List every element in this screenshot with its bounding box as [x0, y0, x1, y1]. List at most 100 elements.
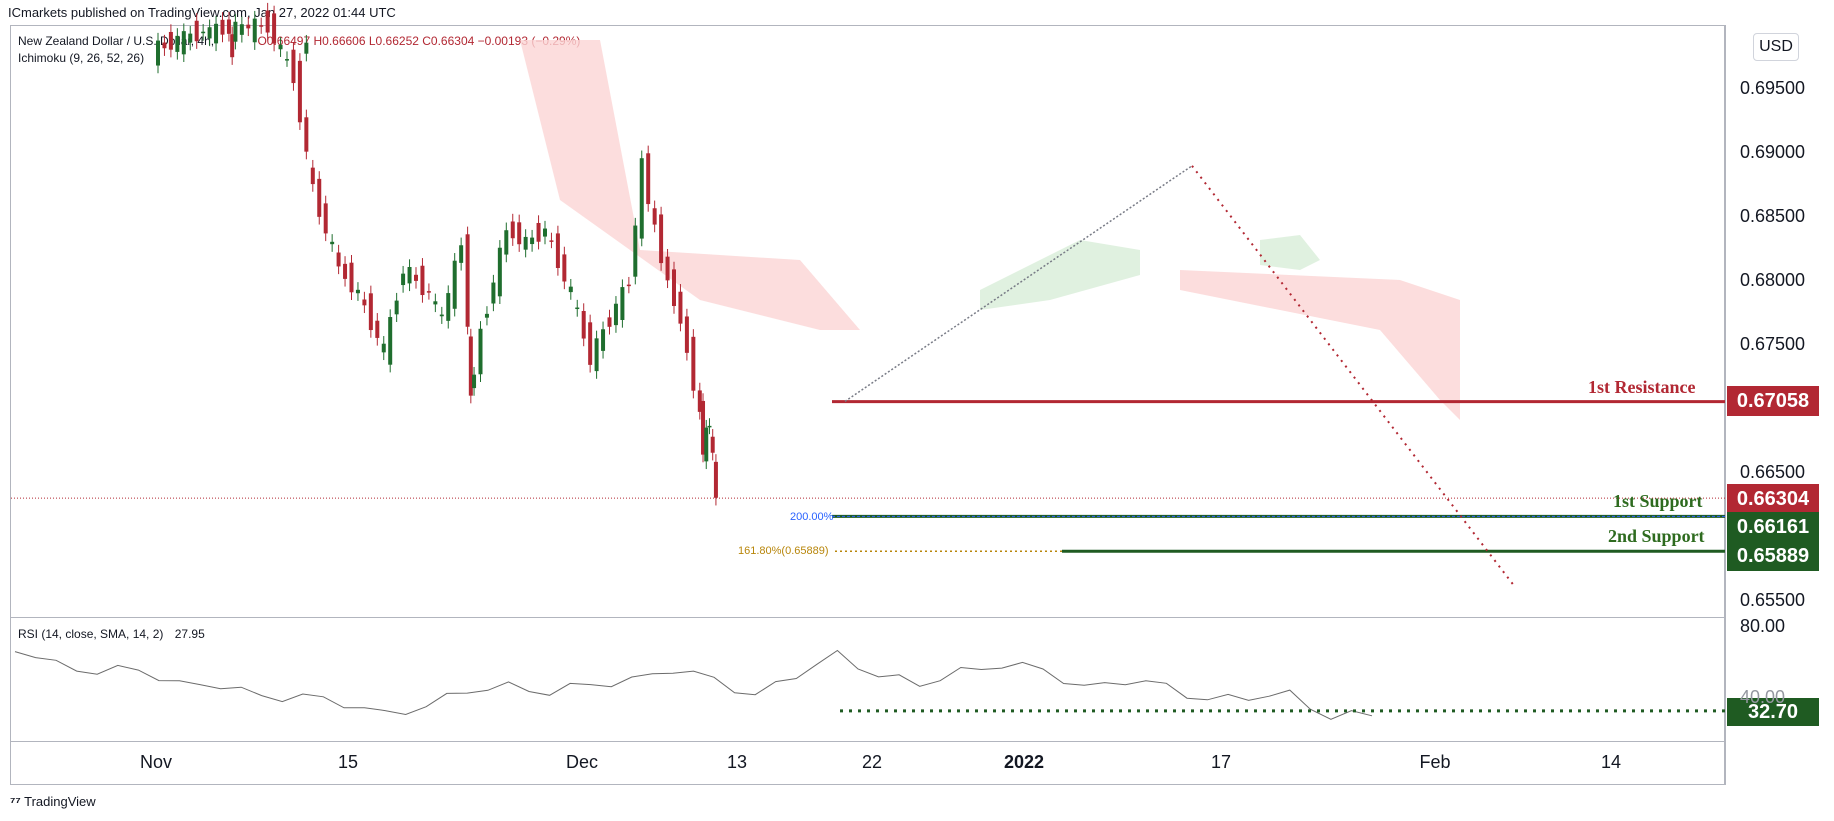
time-tick-label: 22 [861, 752, 883, 772]
price-tick-label: 0.68000 [1740, 270, 1806, 290]
candle-body [543, 228, 547, 237]
candle-body [168, 31, 173, 50]
price-tick-label: 0.67500 [1740, 334, 1806, 354]
candle-body [343, 263, 348, 279]
candle-body [439, 314, 444, 317]
candle-body [626, 284, 631, 287]
descending-trendline [1191, 165, 1516, 588]
candle-body [468, 336, 473, 396]
candle-body [484, 313, 489, 318]
candle-body [517, 222, 522, 245]
price-tick-label: 0.69000 [1740, 142, 1806, 162]
currency-button[interactable]: USD [1753, 33, 1799, 61]
pane-separator[interactable] [10, 617, 1725, 618]
candle-body [407, 266, 412, 284]
candle-body [317, 178, 322, 217]
candle-body [713, 461, 718, 498]
candle-body [388, 317, 393, 365]
time-tick-label: 15 [337, 752, 359, 772]
candle-body [536, 222, 541, 242]
candle-body [652, 208, 657, 225]
candle-body [659, 214, 664, 264]
candle-body [233, 21, 238, 42]
publisher-header: ICmarkets published on TradingView.com, … [8, 5, 396, 20]
candle-body [188, 33, 193, 43]
candle-body [707, 425, 712, 428]
ichimoku-cloud-bear-0 [520, 40, 860, 330]
candle-body [594, 338, 599, 372]
candle-body [239, 24, 244, 35]
candle-body [549, 240, 554, 242]
ichimoku-cloud-bull [980, 240, 1140, 310]
candle-body [678, 291, 683, 324]
candle-body [272, 13, 277, 44]
candle-body [401, 273, 406, 286]
time-axis-separator [10, 741, 1725, 742]
tradingview-footer: ⁷⁷ TradingView [10, 794, 96, 809]
tradingview-logo-icon: ⁷⁷ [10, 794, 21, 809]
time-tick-label: Dec [565, 752, 599, 772]
candle-body [226, 19, 231, 34]
candle-body [588, 322, 593, 365]
price-tick-label: 0.65500 [1740, 590, 1806, 610]
candle-body [252, 18, 257, 43]
candle-body [491, 282, 496, 304]
candle-body [684, 316, 689, 353]
candle-body [530, 237, 535, 245]
candle-body [194, 20, 199, 42]
rsi-tick-40: 40.00 [1740, 687, 1786, 707]
candle-body [304, 42, 309, 54]
support2-label: 2nd Support [1608, 526, 1705, 546]
candle-body [304, 117, 309, 152]
candle-body [230, 34, 235, 58]
candle-body [575, 307, 580, 310]
fib-161-label: 161.80%(0.65889) [738, 545, 829, 557]
time-tick-label: Nov [139, 752, 173, 772]
candle-body [207, 27, 212, 39]
fib-200-label: 200.00% [790, 511, 834, 523]
candle-body [497, 247, 502, 297]
last-price-badge: 0.66304 [1727, 484, 1819, 514]
candle-body [704, 427, 709, 462]
rsi-level-badge: 32.70 [1727, 698, 1819, 726]
candle-body [472, 374, 477, 389]
candle-body [381, 343, 386, 353]
candle-body [510, 221, 515, 239]
candle-body [452, 260, 457, 309]
candle-body [336, 252, 341, 267]
ohlc-values: O0.66497 H0.66606 L0.66252 C0.66304 −0.0… [257, 34, 581, 48]
candle-body [175, 35, 180, 52]
candle-body [368, 293, 373, 331]
candle-body [330, 241, 335, 245]
time-tick-label: 17 [1210, 752, 1232, 772]
resistance-label: 1st Resistance [1588, 377, 1696, 397]
candle-body [310, 167, 315, 185]
candle-body [323, 203, 328, 234]
candle-body [620, 287, 625, 321]
candle-body [375, 320, 380, 338]
candle-body [162, 42, 167, 49]
candle-body [646, 153, 651, 205]
candle-body [297, 60, 302, 123]
candle-body [478, 328, 483, 375]
candle-body [214, 23, 219, 44]
candle-body [504, 230, 509, 255]
support1-label: 1st Support [1613, 491, 1703, 511]
candle-body [568, 286, 573, 293]
candle-body [433, 301, 438, 305]
candle-body [394, 300, 399, 315]
rsi-legend: RSI (14, close, SMA, 14, 2) 27.95 [18, 627, 205, 641]
candle-body [697, 390, 702, 412]
rsi-label: RSI (14, close, SMA, 14, 2) [18, 627, 164, 641]
candle-body [349, 262, 354, 293]
rsi-line [14, 649, 1373, 720]
candle-body [613, 303, 618, 326]
candle-body [285, 59, 289, 61]
resistance-price-badge: 0.67058 [1727, 386, 1819, 416]
candle-body [362, 299, 367, 306]
ichimoku-cloud-bear-1 [1180, 270, 1460, 420]
time-tick-label: Feb [1419, 752, 1451, 772]
time-tick-label: 13 [726, 752, 748, 772]
footer-brand: TradingView [24, 794, 96, 809]
